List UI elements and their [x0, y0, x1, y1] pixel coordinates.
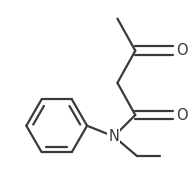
Text: O: O — [176, 107, 188, 123]
Text: O: O — [176, 43, 188, 58]
Text: N: N — [108, 129, 119, 144]
